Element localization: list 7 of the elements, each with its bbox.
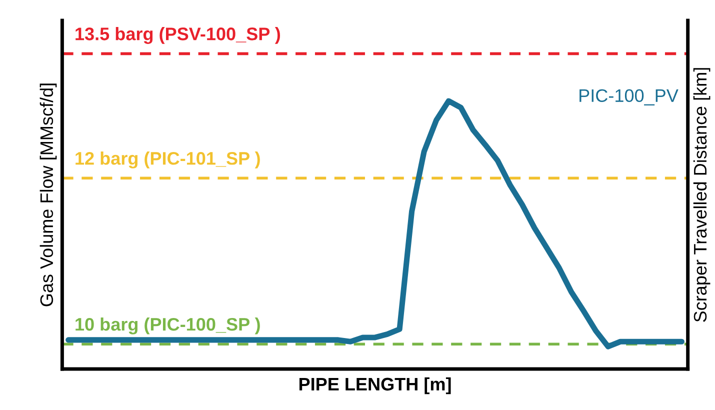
ref-line-label: 10 barg (PIC-100_SP ) <box>76 317 260 334</box>
y2-axis-title: Scraper Travelled Distance [km] <box>693 68 710 322</box>
x-axis-title: PIPE LENGTH [m] <box>299 377 451 394</box>
ref-line-label: 13.5 barg (PSV-100_SP ) <box>76 27 280 44</box>
y-axis-title: Gas Volume Flow [MMscf/d] <box>40 84 57 306</box>
ref-line-label: 12 barg (PIC-101_SP ) <box>76 152 260 168</box>
text: PIC-100_PV <box>580 89 678 106</box>
